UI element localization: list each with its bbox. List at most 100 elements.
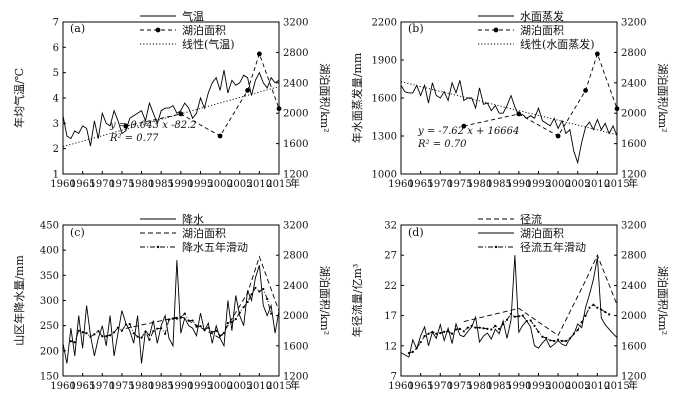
series-point bbox=[525, 319, 528, 323]
panel-1: 1960196519701975198019851990199520002005… bbox=[12, 9, 331, 190]
series-point bbox=[191, 319, 194, 322]
series-point bbox=[218, 334, 222, 337]
series-point bbox=[276, 106, 282, 112]
panel-4: 1960196519701975198019851990199520002005… bbox=[350, 212, 669, 392]
x-tick-label: 1980 bbox=[467, 179, 492, 190]
series-point bbox=[450, 332, 454, 335]
series-point bbox=[73, 341, 76, 344]
y2-tick-label: 1200 bbox=[283, 372, 308, 383]
y-tick-label: 32 bbox=[384, 221, 397, 232]
x-tick-label: 1995 bbox=[526, 179, 551, 190]
x-unit-label: 年 bbox=[290, 177, 300, 190]
series-point bbox=[203, 328, 206, 331]
regression-annotation: y = 0.043 x -82.2 bbox=[109, 120, 197, 131]
x-tick-label: 2015 bbox=[604, 381, 629, 392]
y-tick-label: 200 bbox=[40, 346, 59, 357]
x-tick-label: 1990 bbox=[168, 381, 193, 392]
series-point bbox=[529, 319, 532, 322]
series-point bbox=[120, 329, 124, 332]
series-point bbox=[132, 332, 135, 335]
series-line bbox=[463, 52, 618, 137]
y-tick-label: 400 bbox=[40, 246, 59, 257]
series-point bbox=[545, 336, 548, 340]
x-tick-label: 1970 bbox=[428, 381, 453, 392]
x-tick-label: 1975 bbox=[109, 179, 134, 190]
x-tick-label: 2015 bbox=[266, 381, 291, 392]
y2-tick-label: 2400 bbox=[283, 78, 308, 89]
y2-tick-label: 2800 bbox=[283, 251, 308, 262]
x-tick-label: 1980 bbox=[467, 381, 492, 392]
legend-label: 降水五年滑动 bbox=[182, 240, 248, 254]
x-tick-label: 1970 bbox=[90, 381, 115, 392]
series-point bbox=[580, 321, 583, 324]
x-tick-label: 1995 bbox=[188, 179, 213, 190]
x-tick-label: 2010 bbox=[585, 179, 610, 190]
series-point bbox=[614, 106, 620, 112]
series-point bbox=[234, 318, 237, 321]
series-point bbox=[474, 326, 477, 329]
series-point bbox=[128, 323, 131, 326]
y-tick-label: 350 bbox=[40, 271, 59, 282]
legend-label: 湖泊面积 bbox=[182, 24, 226, 37]
x-unit-label: 年 bbox=[628, 379, 638, 392]
series-point bbox=[553, 339, 556, 343]
y-tick-label: 1600 bbox=[372, 94, 397, 105]
x-tick-label: 2000 bbox=[545, 179, 570, 190]
series-point bbox=[256, 51, 262, 57]
x-tick-label: 1985 bbox=[148, 381, 173, 392]
y2-tick-label: 2400 bbox=[621, 281, 646, 292]
series-point bbox=[245, 88, 250, 93]
series-line bbox=[400, 255, 618, 358]
y-tick-label: 2200 bbox=[372, 18, 397, 29]
legend-marker bbox=[156, 245, 160, 249]
series-point bbox=[148, 338, 151, 341]
series-line bbox=[62, 86, 280, 148]
series-point bbox=[89, 335, 92, 338]
series-point bbox=[242, 305, 245, 309]
series-point bbox=[572, 332, 575, 335]
panel-label: (b) bbox=[408, 22, 424, 35]
x-unit-label: 年 bbox=[628, 177, 638, 190]
x-tick-label: 2005 bbox=[565, 381, 590, 392]
series-point bbox=[435, 332, 438, 335]
series-line bbox=[62, 70, 280, 147]
y-axis-label: 山区年降水量/mm bbox=[12, 255, 26, 346]
series-point bbox=[431, 330, 434, 334]
y-tick-label: 1 bbox=[53, 170, 59, 181]
y2-axis-label: 湖泊面积/km² bbox=[656, 266, 669, 335]
series-point bbox=[101, 335, 104, 338]
series-point bbox=[175, 317, 178, 320]
series-point bbox=[533, 324, 536, 327]
x-tick-label: 1970 bbox=[428, 179, 453, 190]
series-point bbox=[407, 351, 410, 355]
y-tick-label: 5 bbox=[53, 68, 59, 79]
series-point bbox=[144, 330, 147, 333]
y-tick-label: 250 bbox=[40, 321, 59, 332]
y2-tick-label: 3200 bbox=[621, 221, 646, 232]
y2-tick-label: 2400 bbox=[283, 281, 308, 292]
series-point bbox=[230, 321, 233, 324]
y-tick-label: 27 bbox=[384, 251, 397, 262]
series-point bbox=[568, 337, 571, 340]
series-point bbox=[482, 327, 485, 330]
series-point bbox=[521, 314, 524, 317]
series-line bbox=[70, 287, 272, 343]
series-point bbox=[124, 323, 127, 326]
y2-tick-label: 2000 bbox=[621, 109, 646, 120]
panel-3: 1960196519701975198019851990199520002005… bbox=[12, 212, 331, 392]
plot-frame bbox=[400, 224, 618, 377]
y-tick-label: 300 bbox=[40, 296, 59, 307]
series-point bbox=[266, 297, 269, 301]
x-tick-label: 1975 bbox=[447, 381, 472, 392]
x-tick-label: 1995 bbox=[188, 381, 213, 392]
series-point bbox=[167, 318, 171, 321]
legend-label: 水面蒸发 bbox=[520, 9, 564, 23]
y2-tick-label: 3200 bbox=[283, 18, 308, 29]
y2-tick-label: 2800 bbox=[621, 251, 646, 262]
x-tick-label: 2010 bbox=[247, 381, 272, 392]
series-point bbox=[270, 312, 273, 315]
series-point bbox=[470, 324, 473, 327]
series-point bbox=[541, 335, 544, 338]
series-point bbox=[262, 287, 265, 291]
series-point bbox=[592, 303, 595, 306]
